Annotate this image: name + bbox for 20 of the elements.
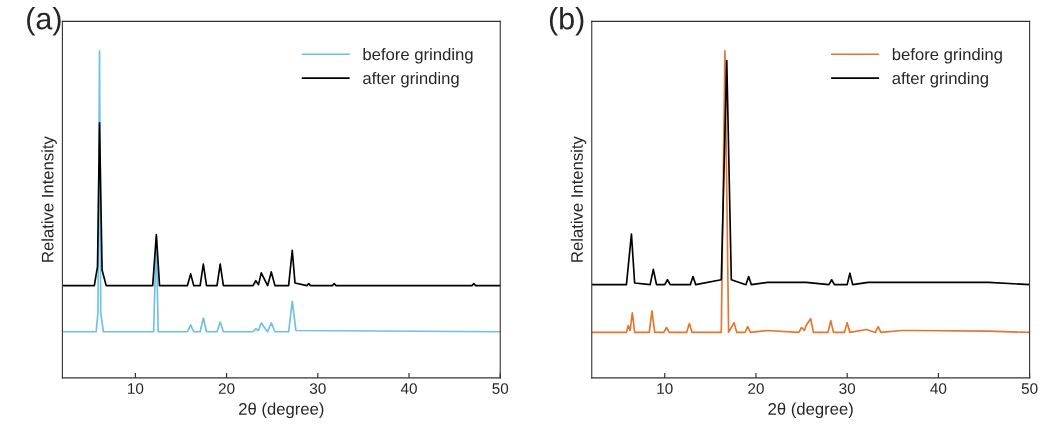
x-tick-label: 10 bbox=[128, 383, 144, 394]
x-axis-title: 2θ (degree) bbox=[768, 402, 853, 419]
x-tick-label: 10 bbox=[657, 383, 673, 394]
x-tick-label: 40 bbox=[930, 383, 947, 394]
legend-label: after grinding bbox=[363, 71, 459, 88]
x-tick-label: 40 bbox=[400, 383, 417, 394]
x-tick-label: 30 bbox=[309, 383, 326, 394]
x-tick-label: 50 bbox=[1021, 383, 1038, 394]
y-axis-title: Relative Intensity bbox=[570, 136, 587, 262]
x-tick-label: 50 bbox=[492, 383, 509, 394]
x-tick-label: 20 bbox=[748, 383, 764, 394]
legend-label: after grinding bbox=[892, 71, 988, 88]
legend-label: before grinding bbox=[363, 48, 473, 64]
legend-label: before grinding bbox=[892, 48, 1002, 64]
x-tick-label: 20 bbox=[218, 383, 235, 394]
x-tick-label: 30 bbox=[839, 383, 856, 394]
text: (a) bbox=[27, 7, 61, 36]
y-axis-title: Relative Intensity bbox=[41, 136, 57, 262]
x-axis-title: 2θ (degree) bbox=[239, 402, 324, 419]
text: (b) bbox=[549, 7, 584, 36]
